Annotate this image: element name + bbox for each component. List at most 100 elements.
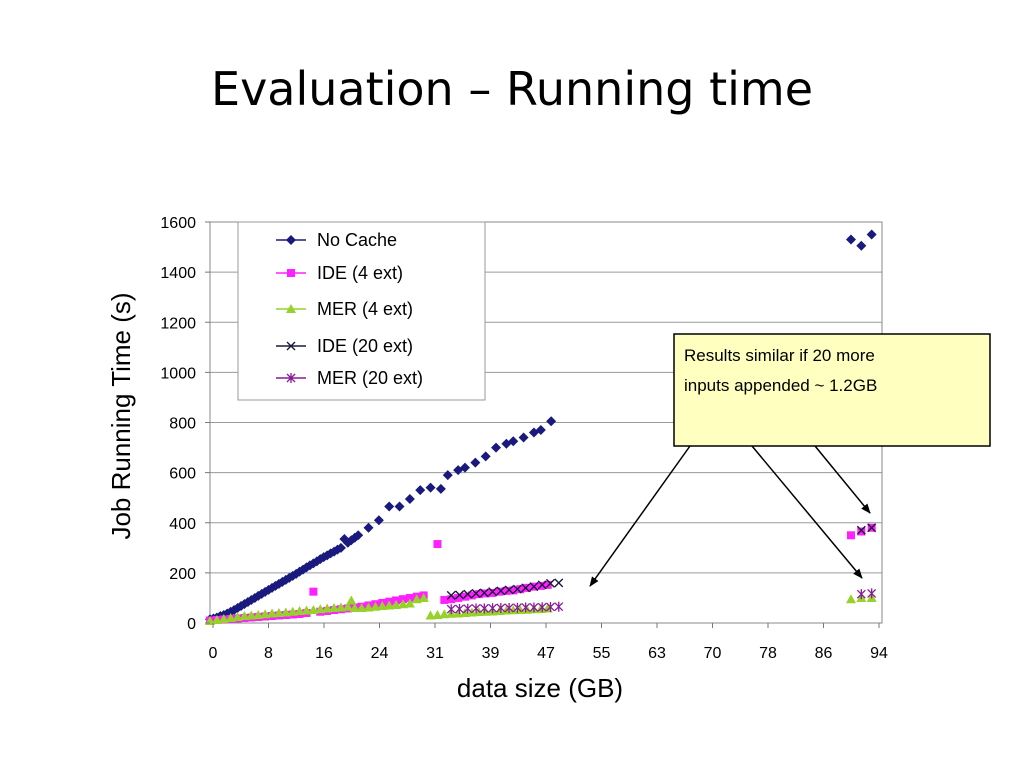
data-point: [508, 436, 519, 447]
data-point: [287, 606, 298, 616]
data-point: [435, 483, 446, 494]
data-point: [301, 605, 312, 615]
data-point: [488, 587, 498, 597]
data-point: [537, 602, 547, 613]
callout-rect: [673, 333, 991, 447]
data-point: [356, 602, 367, 612]
data-point: [488, 588, 497, 597]
x-tick-label: 94: [870, 645, 888, 662]
y-tick-label: 200: [169, 566, 196, 583]
legend-marker: [286, 341, 296, 351]
data-point: [480, 606, 491, 616]
data-point: [294, 605, 305, 615]
data-point: [546, 416, 557, 427]
data-point: [504, 585, 514, 595]
data-point: [455, 590, 464, 600]
data-point: [491, 442, 502, 453]
y-tick-label: 800: [169, 416, 196, 433]
data-point: [529, 582, 539, 592]
data-point: [439, 609, 450, 619]
legend-label: MER (4 ext): [317, 299, 413, 319]
legend-item: MER (4 ext): [276, 299, 413, 319]
data-point: [471, 603, 481, 614]
data-point: [260, 609, 271, 619]
x-tick-label: 24: [371, 645, 389, 662]
data-point: [512, 602, 522, 613]
data-point: [460, 462, 471, 473]
data-point: [509, 586, 518, 595]
data-point: [315, 604, 326, 614]
y-axis-ticks: 0 200 400 600 800 1000 1200 1400 1600: [160, 215, 210, 633]
data-point: [280, 607, 291, 617]
data-point: [418, 592, 429, 602]
callout-text-line-1: Results similar if 20 more: [684, 346, 875, 365]
data-point: [502, 586, 511, 595]
data-point: [543, 580, 552, 589]
data-point: [494, 605, 505, 615]
data-point: [845, 594, 856, 604]
legend-marker: [287, 269, 295, 277]
data-point: [471, 588, 481, 598]
data-point: [518, 432, 529, 443]
data-point: [433, 540, 442, 549]
callout-arrows: [589, 445, 871, 587]
data-point: [447, 595, 456, 604]
data-point: [516, 585, 525, 594]
data-point: [554, 601, 564, 612]
series-ide-20: [446, 523, 877, 600]
data-point: [856, 589, 866, 600]
x-axis-title: data size (GB): [457, 673, 623, 703]
data-point: [218, 613, 229, 623]
data-point: [521, 602, 531, 613]
data-point: [370, 601, 381, 611]
data-point: [391, 599, 402, 609]
data-point: [856, 240, 867, 251]
legend-label: IDE (20 ext): [317, 336, 413, 356]
x-tick-label: 8: [264, 645, 273, 662]
callout-box: Results similar if 20 more inputs append…: [673, 333, 991, 447]
callout-arrow: [751, 445, 863, 579]
data-point: [463, 603, 473, 614]
data-point: [480, 451, 491, 462]
data-point: [455, 603, 464, 614]
legend-label: No Cache: [317, 230, 397, 250]
callout-arrow: [814, 445, 871, 514]
slide-title: Evaluation – Running time: [211, 62, 813, 116]
data-point: [246, 610, 257, 620]
data-point: [363, 522, 374, 533]
data-point: [535, 425, 546, 436]
data-point: [309, 587, 318, 596]
data-point: [545, 578, 555, 588]
data-point: [488, 603, 498, 614]
data-point: [363, 602, 374, 612]
legend-marker: [286, 373, 296, 383]
data-point: [232, 611, 243, 621]
data-point: [404, 598, 415, 608]
data-point: [349, 602, 360, 612]
data-point: [454, 593, 463, 602]
data-point: [453, 608, 464, 618]
y-tick-label: 1000: [160, 365, 196, 382]
x-tick-label: 70: [704, 645, 722, 662]
y-tick-label: 600: [169, 466, 196, 483]
data-point: [512, 584, 522, 594]
legend-item: IDE (4 ext): [276, 263, 403, 283]
x-tick-label: 31: [426, 645, 444, 662]
data-point: [335, 542, 346, 553]
legend-label: IDE (4 ext): [317, 263, 403, 283]
data-point: [404, 493, 415, 504]
data-point: [394, 501, 405, 512]
data-point: [377, 600, 388, 610]
callout-text-line-2: inputs appended ~ 1.2GB: [684, 376, 877, 395]
data-point: [508, 605, 519, 615]
y-tick-label: 1400: [160, 265, 196, 282]
data-point: [267, 608, 278, 618]
x-tick-label: 63: [648, 645, 666, 662]
data-point: [384, 501, 395, 512]
y-tick-label: 0: [187, 616, 196, 633]
data-point: [474, 590, 483, 599]
y-axis-title: Job Running Time (s): [106, 292, 136, 539]
data-point: [867, 523, 877, 533]
data-point: [253, 609, 264, 619]
